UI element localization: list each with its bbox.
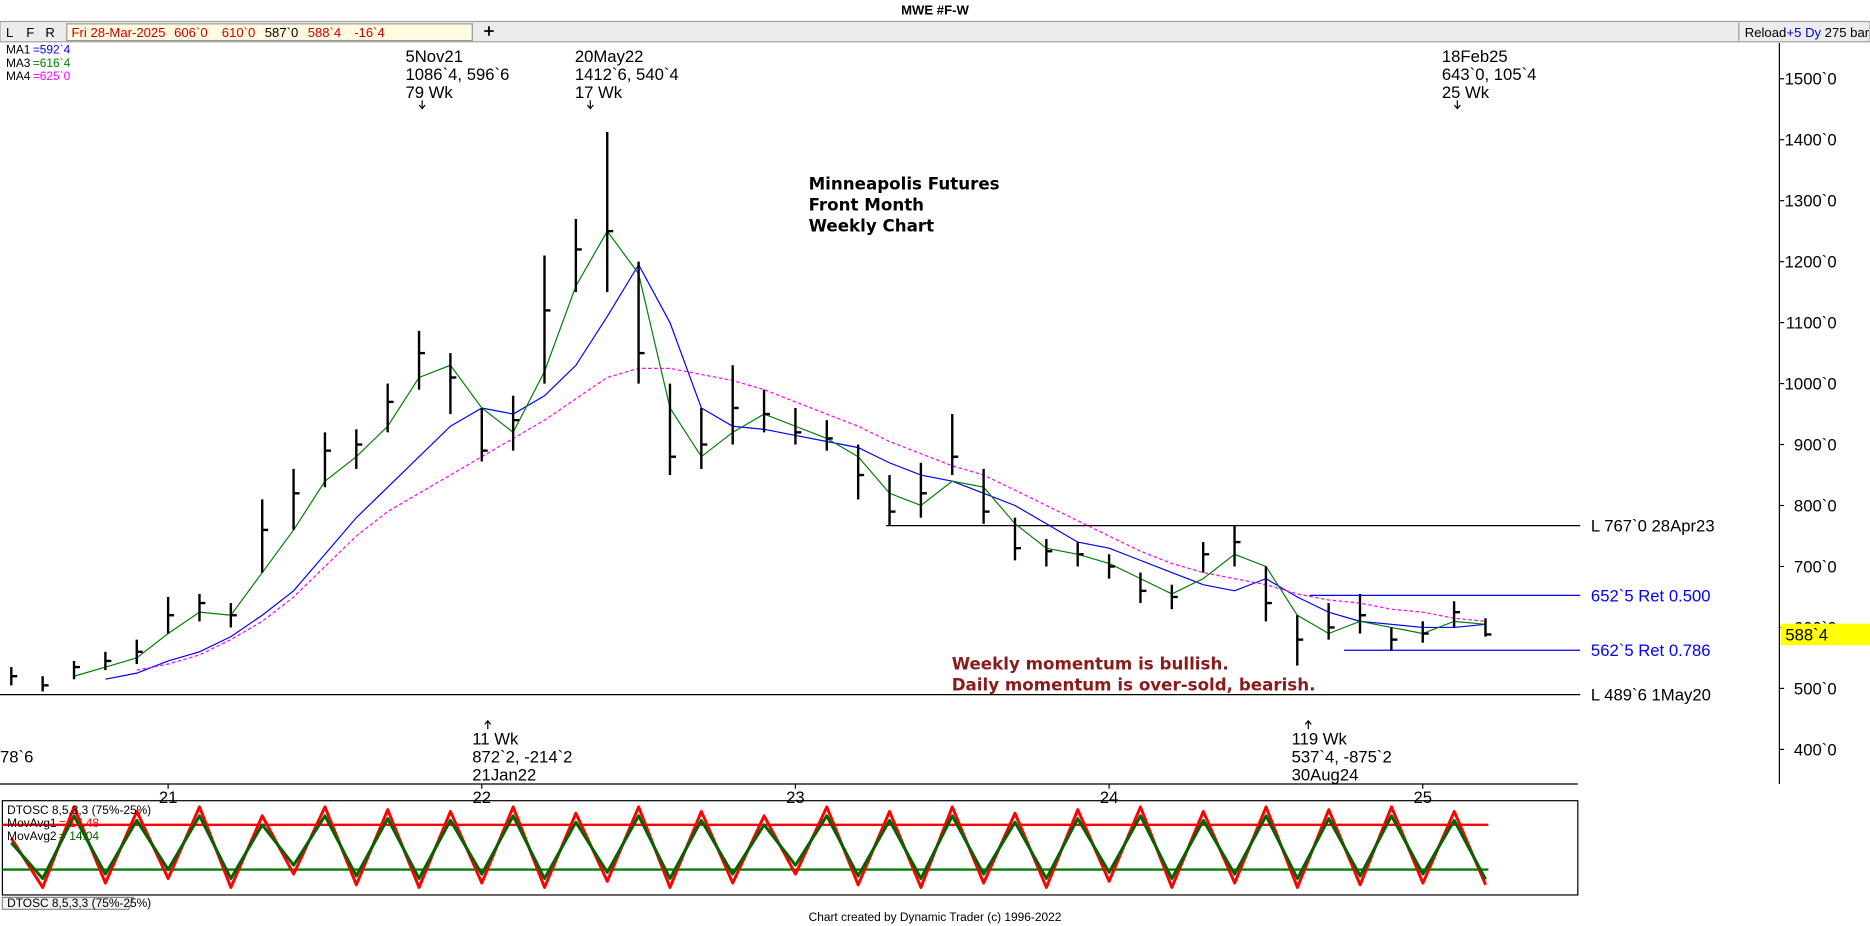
annotation: 79 Wk bbox=[405, 83, 453, 102]
moving-average bbox=[73, 230, 1486, 677]
legend-value: =616`4 bbox=[33, 56, 71, 70]
level-label: 562`5 Ret 0.786 bbox=[1591, 641, 1711, 660]
annotation: 5Nov21 bbox=[405, 47, 463, 66]
annotation-arrow bbox=[484, 719, 492, 730]
chart-note: Minneapolis Futures bbox=[809, 174, 1000, 194]
legend-entry: MovAvg2 = 14.04 bbox=[7, 829, 99, 843]
level-label: L 489`6 1May20 bbox=[1591, 686, 1711, 705]
annotation-arrow bbox=[1453, 100, 1461, 110]
annotation: 11 Wk bbox=[472, 730, 519, 749]
footer: Chart created by Dynamic Trader (c) 1996… bbox=[809, 910, 1062, 924]
oscillator-title: DTOSC 8,5,3,3 (75%-25%) bbox=[7, 803, 151, 817]
legend-value: = 14.04 bbox=[59, 829, 99, 843]
quote-box bbox=[66, 23, 473, 42]
y-tick-label: 900`0 bbox=[1794, 436, 1837, 455]
commentary: Weekly momentum is bullish. bbox=[952, 653, 1229, 673]
x-tick-label: 22 bbox=[472, 788, 491, 807]
legend-name: MA4 bbox=[6, 69, 31, 83]
chart-note: Front Month bbox=[809, 195, 924, 215]
x-tick-label: 21 bbox=[159, 788, 178, 807]
y-tick-label: 400`0 bbox=[1794, 740, 1837, 759]
quote-date: Fri 28-Mar-2025 bbox=[72, 25, 166, 40]
annotation: 20May22 bbox=[575, 47, 644, 66]
legend-value: = 17.48 bbox=[59, 816, 99, 830]
legend-entry: MovAvg1 = 17.48 bbox=[7, 816, 99, 830]
y-tick-label: 1400`0 bbox=[1785, 131, 1837, 150]
level-label: L 767`0 28Apr23 bbox=[1591, 517, 1715, 536]
quote-high: 610`0 bbox=[222, 25, 256, 40]
reload-button[interactable]: Reload bbox=[1745, 25, 1787, 40]
legend-entry: MA3 =616`4 bbox=[6, 56, 71, 70]
oscillator-line bbox=[10, 814, 1487, 881]
panel-tab-label[interactable]: DTOSC 8,5,3,3 (75%-25%) bbox=[7, 896, 151, 910]
x-tick-label: 25 bbox=[1413, 788, 1432, 807]
annotation-arrow bbox=[1304, 719, 1312, 730]
legend-name: MA1 bbox=[6, 43, 31, 57]
moving-average bbox=[136, 367, 1486, 671]
bar-count: 275 bars bbox=[1825, 25, 1870, 40]
annotation: 21Jan22 bbox=[472, 765, 536, 784]
quote-change: -16`4 bbox=[354, 25, 385, 40]
annotation: 78`6 bbox=[0, 748, 33, 767]
y-tick-label: 1100`0 bbox=[1786, 314, 1837, 333]
commentary: Daily momentum is over-sold, bearish. bbox=[952, 674, 1316, 694]
x-tick-label: 24 bbox=[1100, 788, 1119, 807]
annotation: 1086`4, 596`6 bbox=[405, 65, 509, 84]
annotation: 30Aug24 bbox=[1292, 765, 1359, 784]
y-tick-label: 1500`0 bbox=[1785, 70, 1837, 89]
legend-name: MA3 bbox=[6, 56, 31, 70]
toolbar-button[interactable]: L bbox=[6, 25, 13, 40]
annotation: 18Feb25 bbox=[1442, 47, 1508, 66]
annotation: 25 Wk bbox=[1442, 83, 1490, 102]
annotation-arrow bbox=[586, 100, 594, 110]
panel-tab[interactable] bbox=[1, 896, 135, 910]
annotation: 1412`6, 540`4 bbox=[575, 65, 679, 84]
legend-name: MovAvg1 bbox=[7, 816, 57, 830]
y-tick-label: 700`0 bbox=[1794, 557, 1837, 576]
quote-open: 606`0 bbox=[174, 25, 208, 40]
y-tick-label: 1300`0 bbox=[1785, 192, 1837, 211]
annotation: 119 Wk bbox=[1292, 730, 1348, 749]
y-tick-label: 500`0 bbox=[1794, 679, 1837, 698]
y-tick-label: 800`0 bbox=[1794, 496, 1837, 515]
extend-button[interactable]: +5 Dy bbox=[1787, 25, 1822, 40]
oscillator-panel bbox=[1, 800, 1579, 896]
legend-entry: MA1 =592`4 bbox=[6, 43, 71, 57]
legend-entry: MA4 =625`0 bbox=[6, 69, 71, 83]
annotation: 643`0, 105`4 bbox=[1442, 65, 1537, 84]
toolbar-button[interactable]: R bbox=[45, 25, 54, 40]
x-tick-label: 23 bbox=[786, 788, 805, 807]
window-title: MWE #F-W bbox=[901, 2, 969, 17]
y-tick-label: 1000`0 bbox=[1785, 375, 1837, 394]
annotation: 537`4, -875`2 bbox=[1292, 748, 1392, 767]
chart-note: Weekly Chart bbox=[809, 215, 935, 235]
annotation: 17 Wk bbox=[575, 83, 623, 102]
y-tick-label: 1200`0 bbox=[1785, 253, 1837, 272]
annotation: 872`2, -214`2 bbox=[472, 748, 572, 767]
legend-name: MovAvg2 bbox=[7, 829, 57, 843]
quote-low: 587`0 bbox=[265, 25, 299, 40]
legend-value: =592`4 bbox=[33, 43, 71, 57]
last-price-box bbox=[1780, 623, 1870, 646]
quote-close: 588`4 bbox=[308, 25, 342, 40]
annotation-arrow bbox=[418, 100, 426, 110]
last-price-label: 588`4 bbox=[1785, 625, 1828, 644]
legend-value: =625`0 bbox=[33, 69, 71, 83]
level-label: 652`5 Ret 0.500 bbox=[1591, 586, 1711, 605]
toolbar-button[interactable]: F bbox=[26, 25, 34, 40]
add-button[interactable] bbox=[484, 26, 494, 36]
